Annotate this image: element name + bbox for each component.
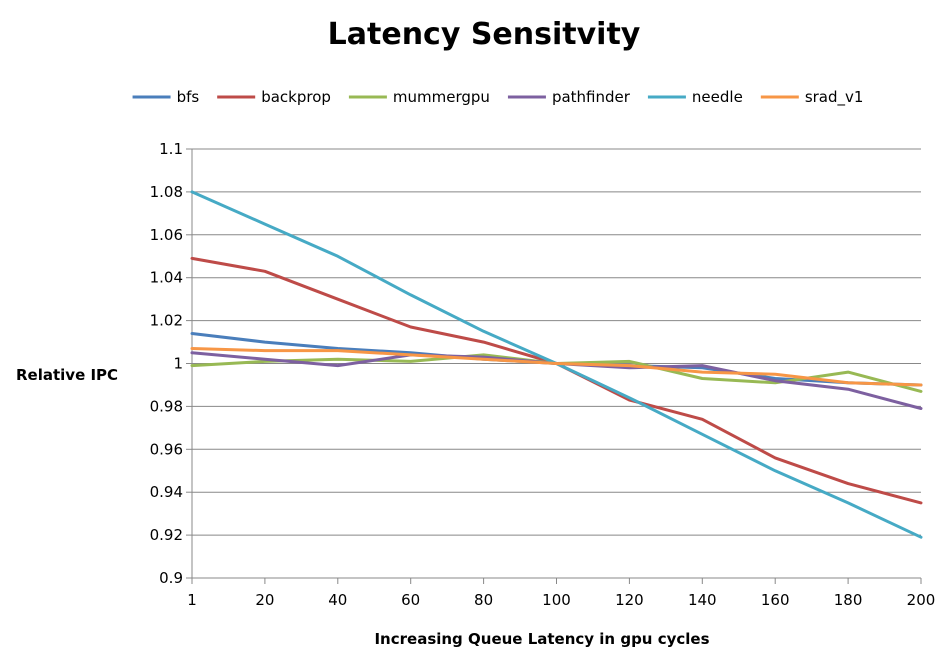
x-tick-label: 1	[187, 591, 197, 609]
legend-label-backprop: backprop	[261, 88, 331, 106]
x-tick-label: 20	[255, 591, 274, 609]
x-tick-label: 160	[761, 591, 790, 609]
legend-label-needle: needle	[692, 88, 743, 106]
y-tick-labels: 0.9 0.92 0.94 0.96 0.98 1 1.02 1.04 1.06 1.08 1.1	[150, 140, 183, 587]
y-tick-label: 0.96	[150, 440, 183, 458]
x-tick-label: 60	[401, 591, 420, 609]
x-tick-label: 180	[834, 591, 863, 609]
series-lines	[190, 190, 923, 539]
x-tick-label: 80	[474, 591, 493, 609]
y-tick-label: 1.04	[150, 269, 183, 287]
y-tick-label: 1.08	[150, 183, 183, 201]
legend-label-pathfinder: pathfinder	[552, 88, 631, 106]
y-tick-label: 1	[173, 355, 183, 373]
x-tick-labels: 1 20 40 60 80 100 120 140 160 180 200	[187, 591, 935, 609]
legend-label-mummergpu: mummergpu	[393, 88, 490, 106]
x-tick-label: 140	[688, 591, 717, 609]
legend-label-srad_v1: srad_v1	[805, 88, 864, 107]
series-line-srad_v1	[190, 347, 923, 387]
y-tick-label: 0.98	[150, 397, 183, 415]
y-tick-label: 0.9	[159, 569, 183, 587]
x-tick-label: 40	[328, 591, 347, 609]
legend: bfs backprop mummergpu pathfinder needle srad…	[132, 88, 864, 107]
y-tick-label: 0.94	[150, 483, 183, 501]
x-axis-label: Increasing Queue Latency in gpu cycles	[374, 630, 709, 648]
x-tick-label: 200	[907, 591, 936, 609]
y-tick-label: 0.92	[150, 526, 183, 544]
y-tick-label: 1.06	[150, 226, 183, 244]
chart-title: Latency Sensitvity	[328, 17, 641, 52]
x-tick-label: 100	[542, 591, 571, 609]
axes	[191, 149, 922, 584]
y-tick-label: 1.1	[159, 140, 183, 158]
y-tick-label: 1.02	[150, 312, 183, 330]
legend-label-bfs: bfs	[177, 88, 200, 106]
y-axis-label: Relative IPC	[16, 366, 118, 384]
x-tick-label: 120	[615, 591, 644, 609]
